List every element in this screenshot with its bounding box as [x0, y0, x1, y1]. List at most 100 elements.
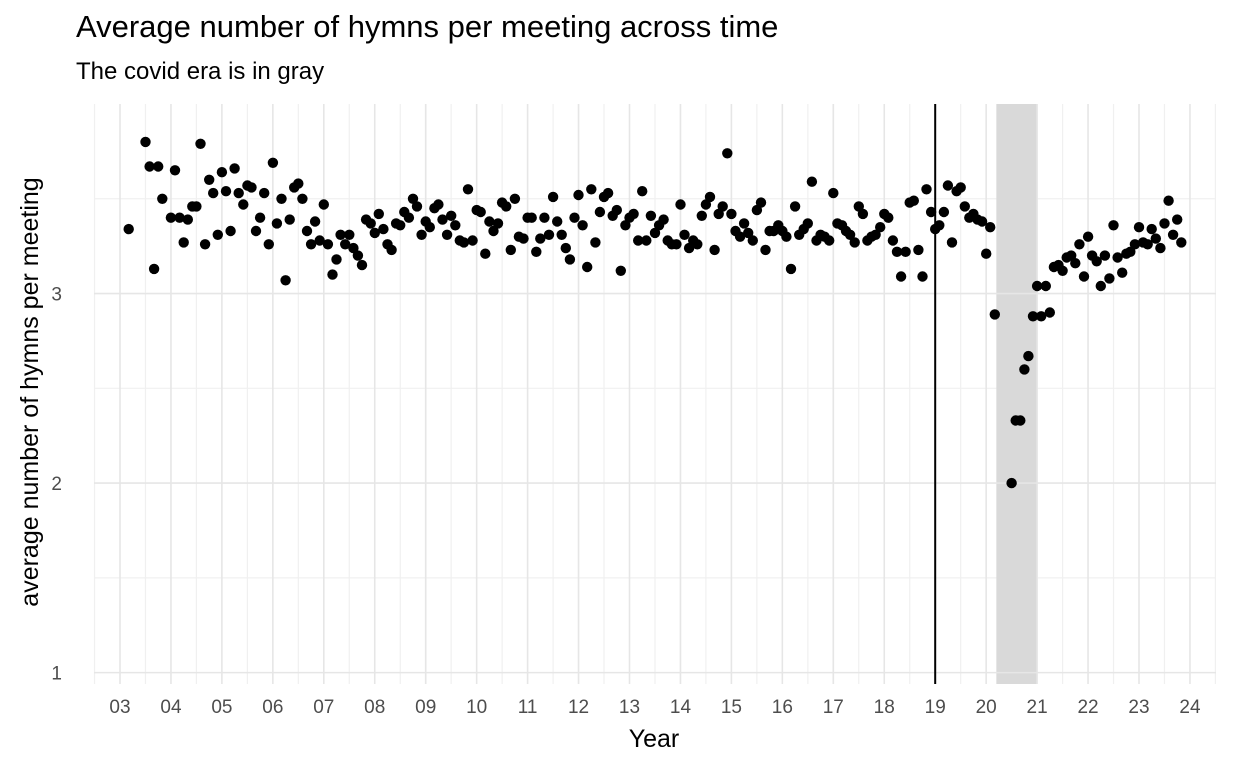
data-point — [509, 193, 521, 204]
data-point — [335, 229, 346, 240]
data-point — [844, 229, 856, 240]
data-point — [615, 265, 626, 276]
data-point — [955, 182, 966, 193]
data-point — [1117, 267, 1128, 278]
data-point — [352, 250, 364, 261]
data-point — [641, 235, 652, 246]
data-point — [921, 184, 932, 195]
data-point — [573, 189, 584, 201]
x-tick-label: 09 — [415, 697, 436, 718]
data-point — [1027, 311, 1039, 322]
data-point — [492, 218, 504, 229]
data-point — [1150, 233, 1162, 244]
data-point — [1129, 239, 1141, 250]
data-point — [322, 239, 334, 250]
data-point — [1167, 229, 1179, 240]
data-point — [649, 227, 661, 239]
data-point — [327, 269, 338, 280]
data-point — [887, 235, 899, 246]
x-tick-label: 13 — [619, 697, 640, 718]
data-point — [1023, 350, 1034, 362]
data-point — [590, 237, 601, 248]
data-point — [263, 239, 274, 250]
data-point — [518, 233, 529, 244]
x-tick-label: 15 — [721, 697, 742, 718]
data-point — [543, 229, 555, 240]
data-point — [437, 214, 448, 225]
data-point — [378, 223, 389, 235]
data-point — [238, 199, 249, 210]
data-point — [314, 235, 325, 246]
data-point — [586, 184, 597, 195]
x-tick-label: 20 — [976, 697, 997, 718]
data-point — [403, 212, 415, 223]
data-point — [696, 210, 707, 221]
data-point — [942, 180, 954, 191]
data-point — [824, 235, 835, 246]
x-tick-label: 05 — [211, 697, 232, 718]
data-point — [191, 201, 202, 212]
data-point — [637, 186, 648, 197]
data-point — [204, 174, 215, 185]
data-point — [895, 271, 907, 282]
data-point — [633, 235, 644, 246]
x-tick-label: 07 — [313, 697, 334, 718]
data-point — [1176, 237, 1187, 248]
data-point — [174, 212, 185, 223]
data-point — [1057, 265, 1068, 276]
y-tick-label: 1 — [51, 664, 62, 685]
data-point — [1006, 477, 1017, 489]
data-point — [564, 254, 576, 265]
data-point — [450, 220, 461, 231]
data-point — [1095, 280, 1107, 292]
data-point — [785, 263, 797, 275]
data-point — [148, 263, 160, 275]
data-point — [717, 201, 728, 212]
data-point — [123, 223, 134, 235]
data-point — [250, 225, 262, 237]
data-point — [747, 235, 758, 246]
data-point — [917, 271, 928, 282]
data-point — [913, 244, 924, 256]
x-tick-label: 23 — [1128, 697, 1149, 718]
y-axis-title: average number of hymns per meeting — [16, 177, 44, 606]
data-point — [700, 199, 712, 210]
covid-era-band — [996, 104, 1038, 684]
data-point — [484, 216, 495, 227]
x-axis-title: Year — [629, 725, 680, 753]
data-point — [891, 246, 903, 257]
data-point — [1159, 218, 1170, 229]
data-point — [475, 206, 486, 218]
y-axis-ticks: 1 2 3 — [51, 285, 62, 685]
data-point — [501, 201, 512, 212]
data-point — [560, 242, 571, 254]
data-point — [433, 199, 444, 210]
data-point — [220, 186, 232, 197]
data-point — [467, 235, 478, 246]
data-point — [446, 210, 457, 221]
data-point — [1133, 222, 1145, 233]
data-point — [157, 193, 168, 204]
data-point — [726, 208, 737, 220]
data-point — [981, 248, 992, 259]
data-point — [140, 136, 151, 148]
data-point — [458, 237, 470, 248]
data-point — [271, 218, 283, 229]
x-tick-label: 22 — [1077, 697, 1098, 718]
data-point — [582, 261, 593, 273]
data-point — [870, 229, 881, 240]
x-tick-label: 04 — [160, 697, 182, 718]
x-tick-label: 12 — [568, 697, 589, 718]
data-point — [1082, 231, 1094, 242]
data-point — [318, 199, 329, 210]
data-point — [165, 212, 177, 223]
data-point — [1078, 271, 1090, 282]
data-point — [925, 206, 937, 218]
data-point — [526, 212, 537, 223]
data-point — [683, 242, 695, 254]
data-point — [1019, 364, 1030, 375]
data-point — [781, 231, 792, 242]
data-point — [577, 220, 588, 231]
data-point — [1070, 258, 1081, 269]
